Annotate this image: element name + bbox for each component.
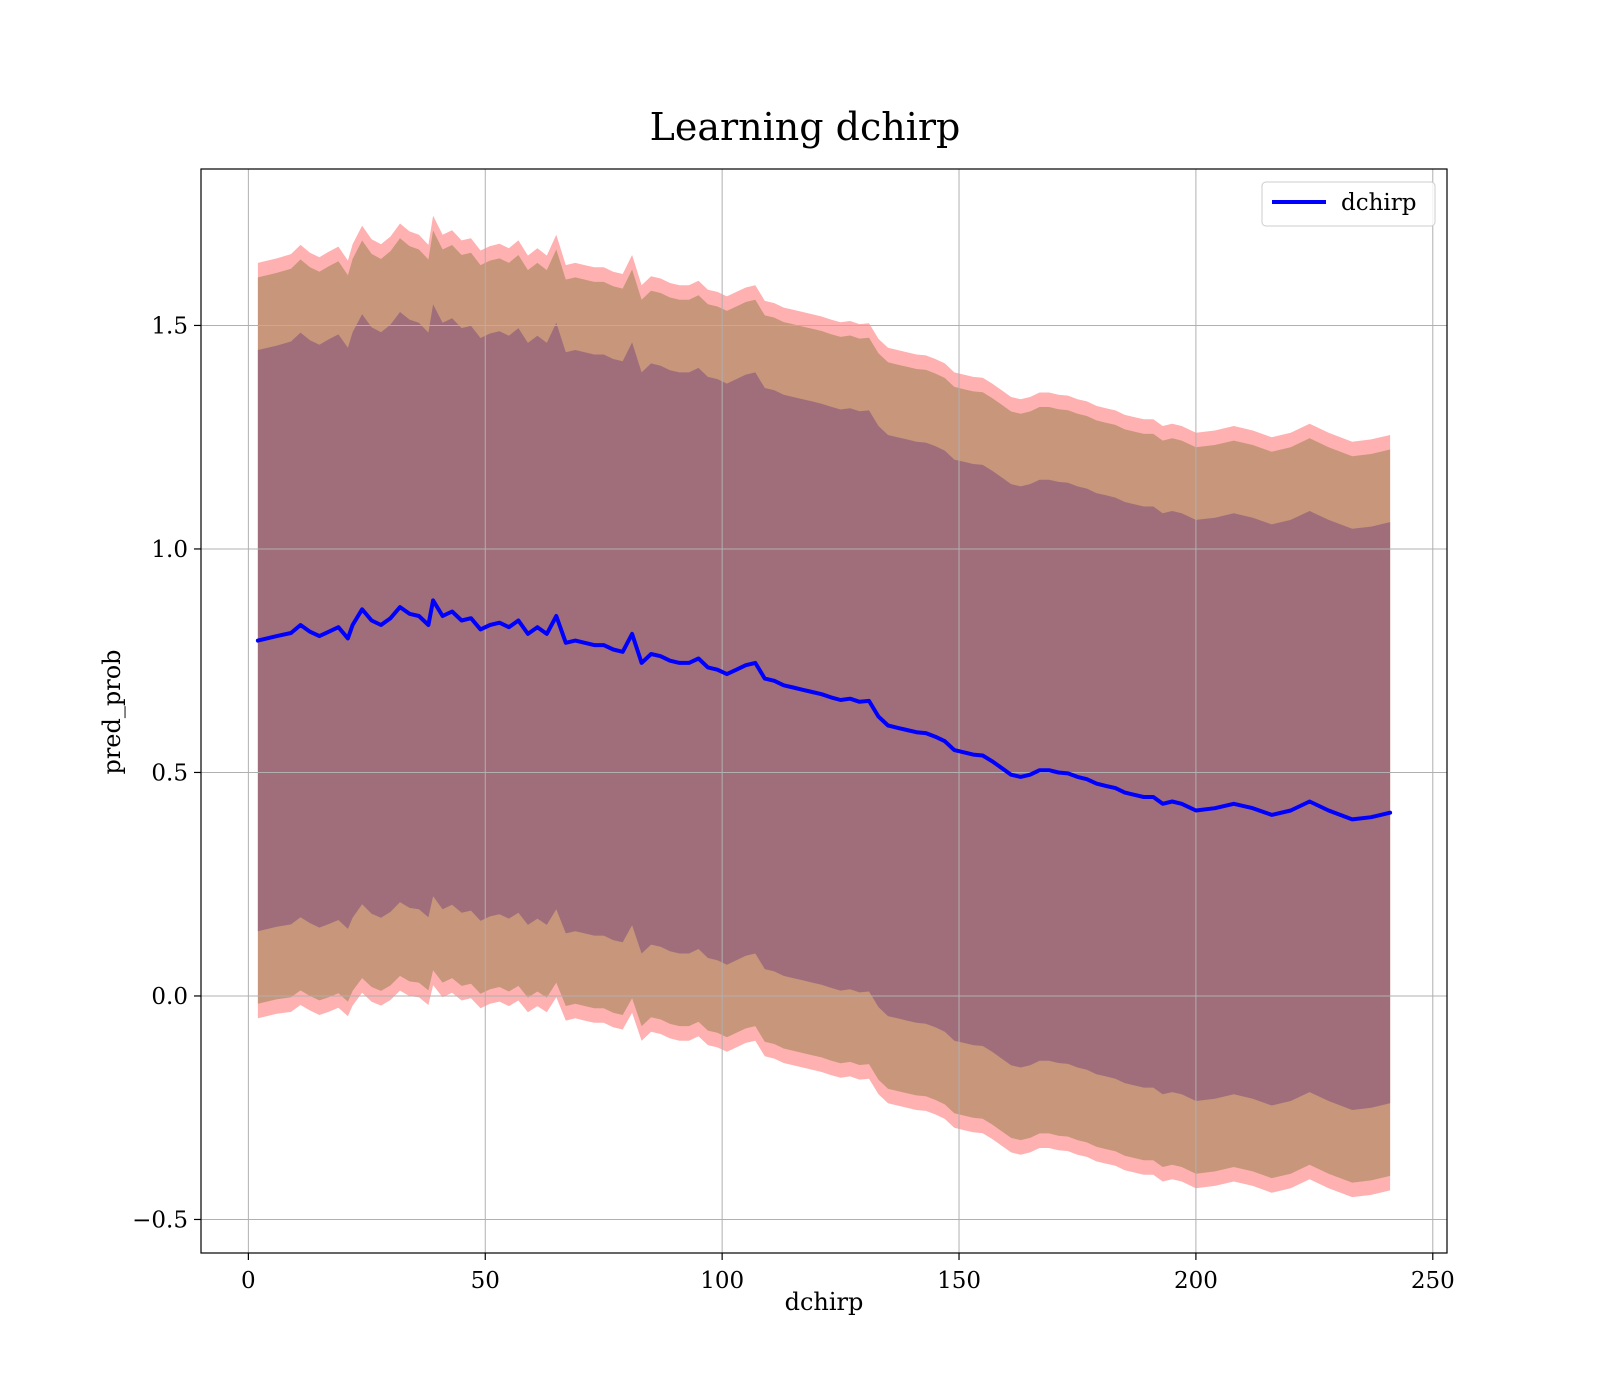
legend-box	[1261, 181, 1436, 227]
x-axis-ticks: 0 50 100 150 200 250	[241, 1253, 1455, 1294]
confidence-bands	[257, 215, 1391, 1198]
series-line-dchirp	[255, 598, 1393, 822]
x-tick-label-250: 250	[1411, 1268, 1455, 1294]
confidence-band-1	[257, 304, 1391, 1110]
x-tick-label-50: 50	[471, 1268, 500, 1294]
axes-frame	[200, 168, 1448, 1254]
series-lines	[255, 598, 1393, 822]
y-tick-label--0.5: −0.5	[132, 1207, 188, 1233]
y-axis-ticks: −0.5 0.0 0.5 1.0 1.5	[132, 313, 201, 1233]
plot-area	[200, 168, 1448, 1254]
x-tick-label-0: 0	[241, 1268, 256, 1294]
y-axis-label: pred_prob	[98, 649, 126, 774]
y-tick-label-0.5: 0.5	[151, 760, 188, 786]
y-tick-label-0: 0.0	[151, 984, 188, 1010]
x-tick-label-150: 150	[937, 1268, 981, 1294]
legend-label-dchirp: dchirp	[1341, 190, 1417, 216]
y-tick-label-1.5: 1.5	[151, 313, 188, 339]
x-axis-label: dchirp	[785, 1288, 864, 1316]
x-tick-label-100: 100	[700, 1268, 744, 1294]
y-tick-label-1: 1.0	[151, 537, 188, 563]
grid	[201, 169, 1447, 1253]
x-tick-label-200: 200	[1174, 1268, 1218, 1294]
chart-title: Learning dchirp	[650, 105, 961, 149]
legend: dchirp	[1261, 181, 1436, 227]
